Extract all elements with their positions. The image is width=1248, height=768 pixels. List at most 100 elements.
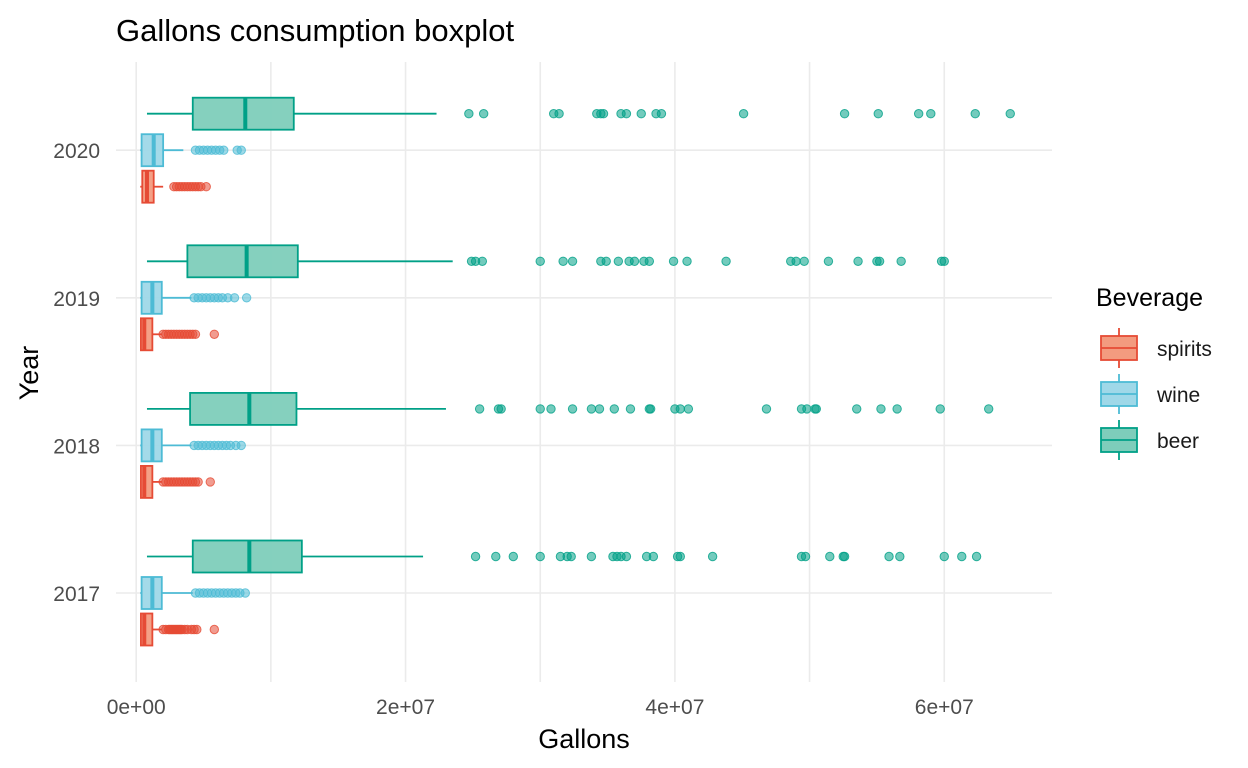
box-wine-2017 [140,576,250,610]
outlier-point [209,624,220,635]
outlier-point [970,109,980,119]
box-iqr [191,539,303,574]
outlier-point [1005,109,1015,119]
outlier-point [236,145,246,155]
outlier-point [594,404,605,414]
outlier-point [656,109,667,119]
outlier-point [535,551,545,562]
outlier-point [957,551,967,562]
outlier-point [236,440,246,451]
plot-area [140,96,1015,647]
outlier-point [825,551,835,562]
outlier-point [675,551,685,562]
outlier-point [567,404,578,414]
outlier-point [839,551,850,562]
outlier-point [535,256,545,266]
x-axis-title: Gallons [538,724,630,754]
outlier-point [853,256,863,266]
outlier-point [884,551,894,562]
outlier-point [935,404,945,414]
outlier-point [800,551,811,562]
outlier-point [895,551,905,562]
outlier-point [613,256,624,266]
outlier-point [984,404,994,414]
outlier-point [219,145,229,155]
legend-key-wine [1100,374,1138,414]
box-iqr [140,464,154,499]
box-iqr [140,317,154,352]
legend: Beverage spirits wine beer [1096,284,1212,460]
outlier-point [240,588,250,598]
outlier-point [648,551,659,562]
outlier-point [601,256,611,266]
legend-label: beer [1157,430,1199,453]
outlier-point [675,404,685,414]
outlier-point [496,404,506,414]
outlier-point [598,109,609,119]
outlier-point [823,256,834,266]
outlier-point [567,256,578,266]
outlier-point [802,404,812,414]
box-wine-2019 [140,280,252,315]
x-tick-label: 0e+00 [107,696,166,719]
outlier-point [558,256,568,266]
outlier-point [896,256,906,266]
outlier-point [193,477,203,487]
outlier-point [761,404,772,414]
outlier-point [939,256,949,266]
outlier-point [873,109,883,119]
outlier-point [668,256,679,266]
outlier-point [644,256,655,266]
outlier-point [682,256,692,266]
box-beer-2018 [146,391,994,426]
chart-title: Gallons consumption boxplot [116,13,514,48]
outlier-point [629,256,640,266]
outlier-point [621,551,632,562]
outlier-point [554,109,564,119]
outlier-point [738,109,749,119]
box-wine-2018 [140,428,246,463]
outlier-point [621,109,632,119]
outlier-point [209,329,220,339]
outlier-point [645,404,656,414]
outlier-point [839,109,850,119]
outlier-point [876,404,886,414]
outlier-point [474,404,485,414]
box-wine-2020 [140,133,246,168]
box-iqr [189,391,298,426]
outlier-point [477,256,488,266]
outlier-point [707,551,718,562]
y-axis-title: Year [14,346,44,401]
box-beer-2017 [146,539,982,574]
outlier-point [721,256,731,266]
box-iqr [191,96,295,131]
outlier-point [625,404,636,414]
outlier-point [535,404,545,414]
outlier-point [201,182,211,192]
x-tick-label: 4e+07 [645,696,704,719]
box-iqr [186,244,299,279]
outlier-point [852,404,862,414]
legend-label: wine [1156,384,1200,407]
legend-label: spirits [1157,338,1212,361]
box-spirits-2017 [140,612,220,647]
outlier-point [470,551,481,562]
box-spirits-2018 [140,464,215,499]
outlier-point [971,551,982,562]
outlier-point [913,109,924,119]
outlier-point [586,404,597,414]
outlier-point [190,329,201,339]
outlier-point [229,293,240,303]
outlier-point [874,256,885,266]
outlier-point [205,477,215,487]
x-axis-ticks: 0e+00 2e+07 4e+07 6e+07 [107,696,974,719]
x-tick-label: 6e+07 [915,696,974,719]
box-beer-2019 [146,244,949,279]
y-axis-ticks: 2017 2018 2019 2020 [53,140,100,606]
outlier-point [791,256,801,266]
box-beer-2020 [146,96,1015,131]
box-iqr [140,612,154,647]
outlier-point [609,404,620,414]
outlier-point [586,551,597,562]
